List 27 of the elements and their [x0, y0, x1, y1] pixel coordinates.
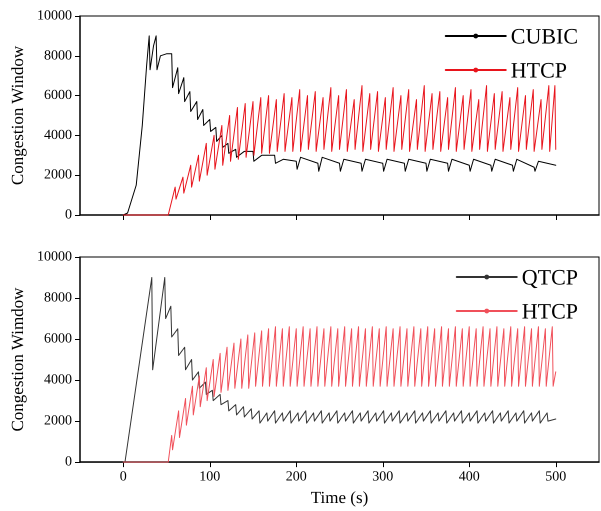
line-series: [122, 326, 556, 463]
y-tick-label: 2000: [44, 168, 72, 183]
y-tick-label: 4000: [44, 128, 72, 143]
y-tick-label: 4000: [44, 372, 72, 388]
y-tick-label: 10000: [37, 8, 72, 24]
legend-label: CUBIC: [510, 24, 578, 48]
y-tick-label: 8000: [44, 48, 72, 64]
x-tick-label: 0: [120, 470, 127, 485]
legend-label: HTCP: [522, 298, 578, 324]
x-tick-label: 300: [372, 470, 394, 485]
x-tick-label: 100: [199, 470, 220, 485]
x-tick-label: 500: [545, 470, 566, 485]
y-tick-label: 6000: [44, 88, 72, 104]
legend-label: HTCP: [510, 58, 568, 82]
x-axis-title: Time (s): [310, 488, 368, 507]
y-axis-title: Congestion Wimdow: [8, 286, 28, 432]
legend-label: QTCP: [522, 264, 578, 290]
y-tick-label: 2000: [44, 414, 72, 429]
y-tick-label: 8000: [44, 290, 72, 306]
line-series: [122, 85, 556, 216]
y-tick-label: 10000: [37, 250, 72, 264]
x-tick-label: 200: [286, 470, 307, 485]
y-tick-label: 0: [65, 208, 72, 222]
x-tick-label: 400: [458, 470, 480, 485]
y-axis-title: Congestion Window: [8, 45, 28, 186]
y-tick-label: 6000: [44, 332, 72, 347]
y-tick-label: 0: [65, 454, 72, 470]
